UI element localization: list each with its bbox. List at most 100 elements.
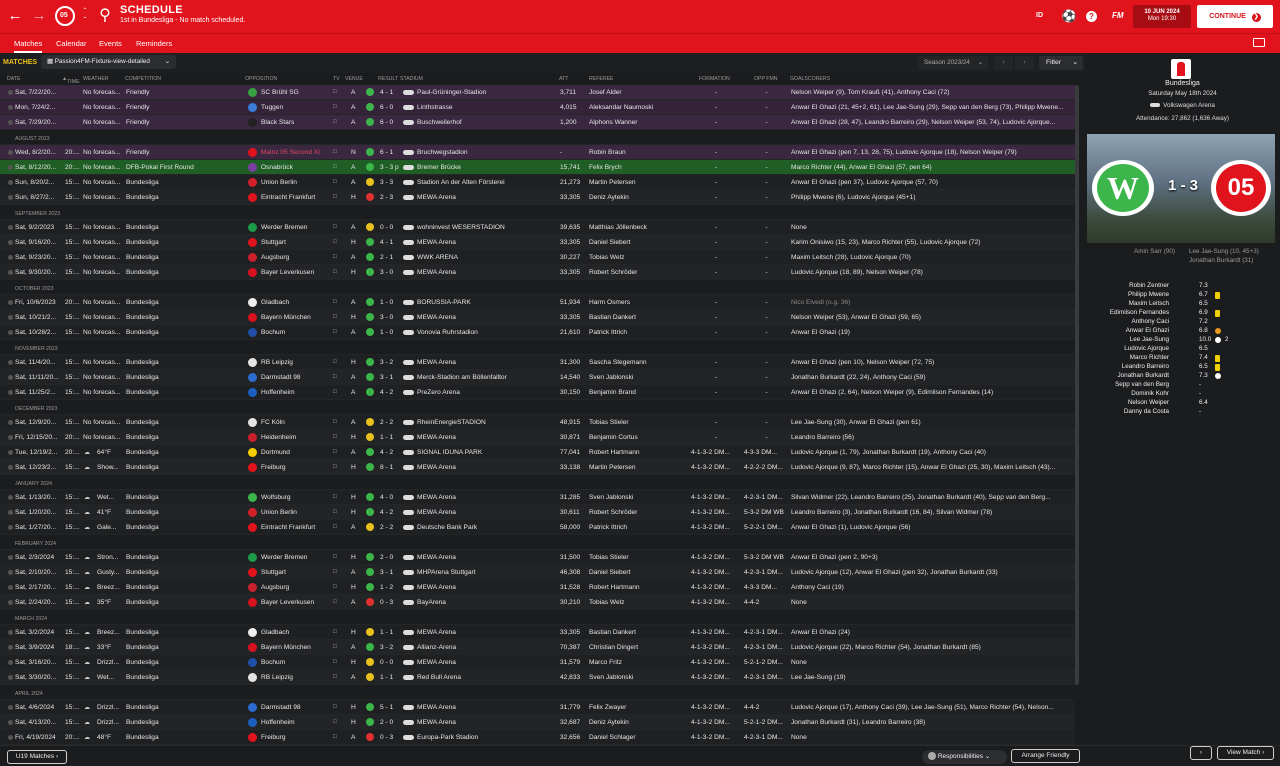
fixture-opposition[interactable]: Stuttgart — [261, 569, 286, 576]
fixture-row[interactable]: Sat, 11/25/2... 15:... No forecas... Bundes… — [0, 385, 1075, 400]
fixture-referee[interactable]: Josef Alder — [589, 89, 622, 96]
col-time[interactable]: ▲ TIME — [62, 76, 80, 85]
fixture-row[interactable]: Mon, 7/24/2... No forecas... Friendly Tugge… — [0, 100, 1075, 115]
globe-icon[interactable]: ⚽ — [1061, 9, 1077, 23]
fixture-stadium[interactable]: BayArena — [417, 599, 446, 606]
fixture-goalscorers[interactable]: Leandro Barreiro (56) — [791, 434, 855, 441]
fixture-referee[interactable]: Bastian Dankert — [589, 314, 636, 321]
fixture-row[interactable]: Sat, 9/16/20... 15:... No forecas... Bundes… — [0, 235, 1075, 250]
fixture-goalscorers[interactable]: Nico Elvedi (o.g. 36) — [791, 299, 851, 306]
table-scrollbar[interactable] — [1075, 85, 1079, 685]
fixture-competition[interactable]: Friendly — [126, 149, 150, 156]
fixture-referee[interactable]: Tobias Stieler — [589, 554, 629, 561]
fixture-stadium[interactable]: MEWA Arena — [417, 464, 456, 471]
fixture-referee[interactable]: Felix Zwayer — [589, 704, 627, 711]
fixture-row[interactable]: Fri, 4/19/2024 20:... 48°F Bundesliga Freibu… — [0, 730, 1075, 745]
tab-matches[interactable]: Matches — [14, 39, 43, 53]
fixture-competition[interactable]: Bundesliga — [126, 629, 159, 636]
fixture-referee[interactable]: Marco Fritz — [589, 659, 622, 666]
fixture-stadium[interactable]: MHPArena Stuttgart — [417, 569, 476, 576]
player-rating-row[interactable]: Dominik Kohr - — [1085, 390, 1280, 399]
fixture-goalscorers[interactable]: Philipp Mwene (6), Ludovic Ajorque (45+1… — [791, 194, 916, 201]
player-rating-row[interactable]: Marco Richter 7.4 — [1085, 354, 1280, 363]
fixture-opposition[interactable]: Osnabrück — [261, 164, 293, 171]
col-weather[interactable]: WEATHER — [83, 76, 109, 82]
fixture-row[interactable]: Sat, 7/29/20... No forecas... Friendly Blac… — [0, 115, 1075, 130]
fixture-opposition[interactable]: Dortmund — [261, 449, 290, 456]
fixture-goalscorers[interactable]: Anwar El Ghazi (pen 37), Ludovic Ajorque… — [791, 179, 938, 186]
fixture-competition[interactable]: Bundesliga — [126, 329, 159, 336]
screen-icon[interactable] — [1253, 38, 1265, 47]
fixture-referee[interactable]: Robert Schröder — [589, 269, 638, 276]
fixture-goalscorers[interactable]: Ludovic Ajorque (9, 87), Marco Richter (… — [791, 464, 1056, 471]
fixture-opposition[interactable]: FC Köln — [261, 419, 285, 426]
fixture-stadium[interactable]: MEWA Arena — [417, 239, 456, 246]
fixture-goalscorers[interactable]: Ludovic Ajorque (1, 79), Jonathan Burkar… — [791, 449, 986, 456]
player-rating-row[interactable]: Anthony Caci 7.2 — [1085, 318, 1280, 327]
fixture-row[interactable]: Sat, 1/13/20... 15:... Wet... Bundesliga Wol… — [0, 490, 1075, 505]
fixture-goalscorers[interactable]: Anwar El Ghazi (pen 2, 90+3) — [791, 554, 878, 561]
fixture-goalscorers[interactable]: Anwar El Ghazi (24) — [791, 629, 850, 636]
fixture-referee[interactable]: Daniel Siebert — [589, 239, 631, 246]
fixture-competition[interactable]: Bundesliga — [126, 704, 159, 711]
fixture-competition[interactable]: Bundesliga — [126, 359, 159, 366]
fixture-competition[interactable]: Bundesliga — [126, 554, 159, 561]
fixture-goalscorers[interactable]: Jonathan Burkardt (31), Leandro Barreiro… — [791, 719, 926, 726]
fixture-referee[interactable]: Harm Osmers — [589, 299, 631, 306]
fixture-stadium[interactable]: MEWA Arena — [417, 494, 456, 501]
col-att[interactable]: ATT — [559, 76, 569, 82]
fixture-referee[interactable]: Daniel Schlager — [589, 734, 636, 741]
fixture-row[interactable]: Sat, 3/16/20... 15:... Drizzl... Bundesliga… — [0, 655, 1075, 670]
fixture-stadium[interactable]: WWK ARENA — [417, 254, 459, 261]
tab-events[interactable]: Events — [99, 39, 122, 48]
fixture-competition[interactable]: Bundesliga — [126, 599, 159, 606]
col-stadium[interactable]: STADIUM — [400, 76, 423, 82]
fixture-competition[interactable]: Bundesliga — [126, 194, 159, 201]
fixture-row[interactable]: Sat, 2/10/20... 15:... Gusty... Bundesliga S… — [0, 565, 1075, 580]
match-photo-banner[interactable]: W 1 - 3 05 — [1087, 134, 1275, 243]
fixture-opposition[interactable]: Hoffenheim — [261, 389, 295, 396]
fixture-row[interactable]: Sat, 9/30/20... 15:... No forecas... Bundes… — [0, 265, 1075, 280]
fixture-goalscorers[interactable]: Anthony Caci (19) — [791, 584, 844, 591]
fixture-row[interactable]: Sat, 10/28/2... 15:... No forecas... Bundes… — [0, 325, 1075, 340]
fixture-stadium[interactable]: RheinEnergieSTADION — [417, 419, 486, 426]
player-rating-row[interactable]: Robin Zentner 7.3 — [1085, 282, 1280, 291]
fixture-referee[interactable]: Daniel Siebert — [589, 569, 631, 576]
fixture-competition[interactable]: Bundesliga — [126, 509, 159, 516]
fixture-stadium[interactable]: SIGNAL IDUNA PARK — [417, 449, 483, 456]
fixture-opposition[interactable]: Bayern München — [261, 314, 311, 321]
fixture-referee[interactable]: Christian Dingert — [589, 644, 639, 651]
search-icon[interactable]: ⚲ — [99, 7, 111, 24]
fixture-stadium[interactable]: Red Bull Arena — [417, 674, 461, 681]
fixture-opposition[interactable]: Freiburg — [261, 464, 286, 471]
col-opp-fmn[interactable]: OPP FMN — [754, 76, 778, 82]
col-opposition[interactable]: OPPOSITION — [245, 76, 278, 82]
fixture-row[interactable]: Tue, 12/19/2... 20:... 64°F Bundesliga Dortm… — [0, 445, 1075, 460]
fixture-opposition[interactable]: Stuttgart — [261, 239, 286, 246]
fixture-referee[interactable]: Robert Hartmann — [589, 449, 640, 456]
view-match-button[interactable]: View Match › — [1217, 746, 1274, 760]
fixture-opposition[interactable]: Gladbach — [261, 299, 290, 306]
fixture-stadium[interactable]: Buschweilerhof — [417, 119, 462, 126]
fixture-goalscorers[interactable]: Karim Onisiwo (15, 23), Marco Richter (5… — [791, 239, 981, 246]
fixture-stadium[interactable]: MEWA Arena — [417, 434, 456, 441]
fixture-goalscorers[interactable]: Nelson Weiper (9), Tom Krauß (41), Antho… — [791, 89, 950, 96]
fixture-stadium[interactable]: wohninvest WESERSTADION — [417, 224, 505, 231]
fixture-stadium[interactable]: MEWA Arena — [417, 194, 456, 201]
fixture-row[interactable]: Sat, 3/9/2024 18:... 33°F Bundesliga Bayern … — [0, 640, 1075, 655]
next-button[interactable]: › — [1190, 746, 1212, 760]
fixture-stadium[interactable]: MEWA Arena — [417, 584, 456, 591]
fixture-referee[interactable]: Martin Petersen — [589, 464, 636, 471]
fixture-goalscorers[interactable]: Lee Jae-Sung (30), Anwar El Ghazi (pen 6… — [791, 419, 921, 426]
fixture-competition[interactable]: Bundesliga — [126, 644, 159, 651]
fixture-goalscorers[interactable]: Ludovic Ajorque (17), Anthony Caci (39),… — [791, 704, 1054, 711]
fixture-opposition[interactable]: RB Leipzig — [261, 674, 293, 681]
fixture-goalscorers[interactable]: Anwar El Ghazi (28, 47), Leandro Barreir… — [791, 119, 1056, 126]
fixture-referee[interactable]: Robin Braun — [589, 149, 626, 156]
col-date[interactable]: DATE — [7, 76, 21, 82]
view-selector[interactable]: ▦ Passion4FM-Fixture-view-detailed ⌄ — [41, 55, 176, 69]
fixture-row[interactable]: Sun, 8/20/2... 15:... No forecas... Bundesl… — [0, 175, 1075, 190]
fixture-opposition[interactable]: SC Brühl SG — [261, 89, 299, 96]
fixture-row[interactable]: Sat, 12/9/20... 15:... No forecas... Bundes… — [0, 415, 1075, 430]
fixture-referee[interactable]: Benjamin Cortus — [589, 434, 638, 441]
